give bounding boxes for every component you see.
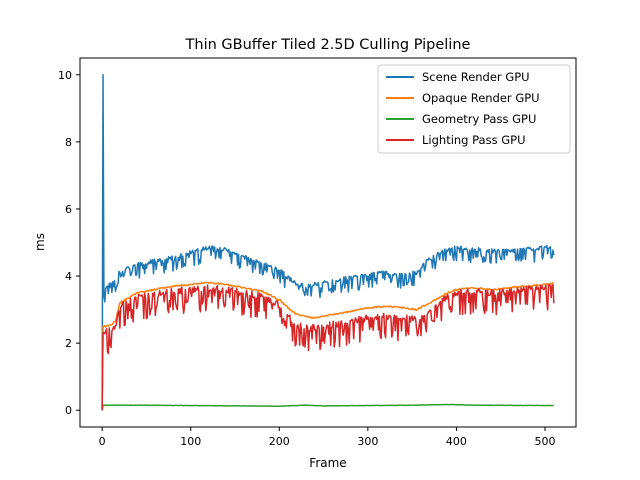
series-line-geometry-pass-gpu (101, 403, 554, 411)
y-tick-label: 0 (65, 404, 72, 417)
y-tick-label: 6 (65, 203, 72, 216)
legend-label: Opaque Render GPU (422, 91, 540, 105)
legend-label: Geometry Pass GPU (422, 112, 536, 126)
plot-area (101, 74, 555, 411)
legend: Scene Render GPU Opaque Render GPU Geometr… (377, 64, 571, 154)
chart-title: Thin GBuffer Tiled 2.5D Culling Pipeline (185, 37, 471, 53)
y-axis: 0 2 4 6 8 10 (58, 69, 80, 417)
x-axis-label: Frame (309, 456, 346, 470)
x-tick-label: 0 (99, 435, 106, 448)
y-tick-label: 4 (65, 270, 72, 283)
series-line-lighting-pass-gpu (101, 283, 555, 411)
series-line-scene-render-gpu (101, 74, 555, 411)
plot-frame (79, 57, 577, 428)
x-tick-label: 100 (180, 435, 201, 448)
legend-box (377, 64, 571, 154)
y-tick-label: 8 (65, 136, 72, 149)
x-tick-label: 400 (446, 435, 467, 448)
y-tick-label: 2 (65, 337, 72, 350)
x-tick-label: 500 (535, 435, 556, 448)
x-tick-label: 300 (357, 435, 378, 448)
y-axis-label: ms (33, 233, 47, 251)
y-tick-label: 10 (58, 69, 72, 82)
legend-label: Lighting Pass GPU (422, 133, 526, 147)
x-tick-label: 200 (269, 435, 290, 448)
x-axis: 0 100 200 300 400 500 (99, 427, 556, 448)
legend-label: Scene Render GPU (422, 70, 530, 84)
